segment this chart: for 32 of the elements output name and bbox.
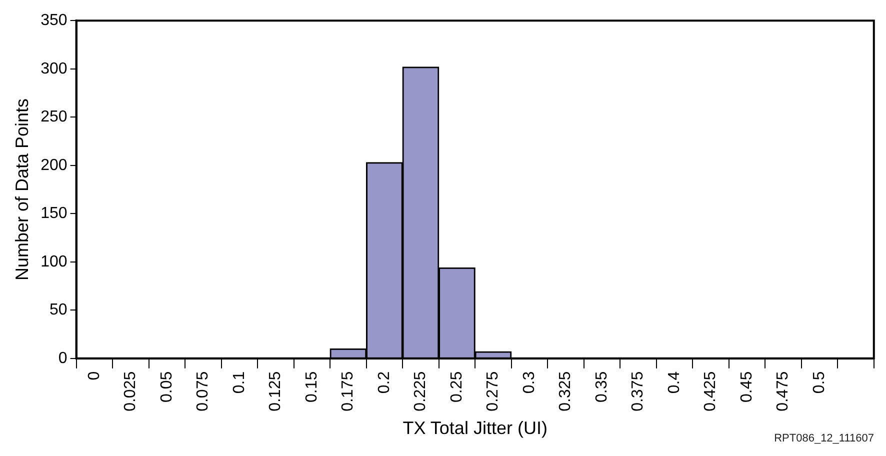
x-tick-label: 0.275	[484, 371, 502, 412]
y-tick-label: 300	[40, 60, 68, 78]
y-tick-label: 0	[58, 350, 68, 367]
x-tick-label: 0.425	[702, 371, 720, 412]
x-tick-label: 0.475	[774, 371, 792, 412]
x-tick-label: 0.225	[412, 371, 430, 412]
x-tick-label: 0.45	[738, 371, 756, 402]
x-tick-label: 0.1	[230, 371, 248, 394]
x-tick-label: 0.375	[630, 371, 647, 412]
x-tick-label: 0.075	[194, 371, 212, 412]
x-tick-label: 0.4	[666, 371, 683, 394]
x-tick-label: 0.025	[122, 371, 140, 412]
y-axis-title: Number of Data Points	[12, 98, 32, 281]
x-tick-label: 0.5	[810, 371, 828, 394]
x-tick-label: 0.2	[376, 371, 393, 394]
x-tick-label: 0.25	[448, 371, 466, 402]
y-tick-label: 150	[40, 205, 68, 222]
text: RPT086_12_111607	[774, 432, 874, 445]
x-tick-label: 0.325	[557, 371, 574, 412]
y-tick-label: 350	[40, 12, 68, 30]
x-tick-label: 0.3	[520, 371, 538, 394]
y-tick-label: 250	[40, 108, 68, 126]
y-tick-label: 50	[50, 302, 68, 319]
x-tick-label: 0.125	[267, 371, 284, 412]
x-tick-label: 0.35	[593, 371, 610, 402]
x-tick-label: 0.15	[303, 371, 320, 402]
y-tick-label: 100	[40, 253, 68, 270]
y-tick-label: 200	[40, 156, 68, 174]
x-tick-label: 0.175	[340, 371, 357, 412]
x-tick-label: 0	[86, 371, 103, 380]
x-axis-title: TX Total Jitter (UI)	[402, 418, 548, 438]
x-tick-label: 0.05	[158, 371, 176, 402]
